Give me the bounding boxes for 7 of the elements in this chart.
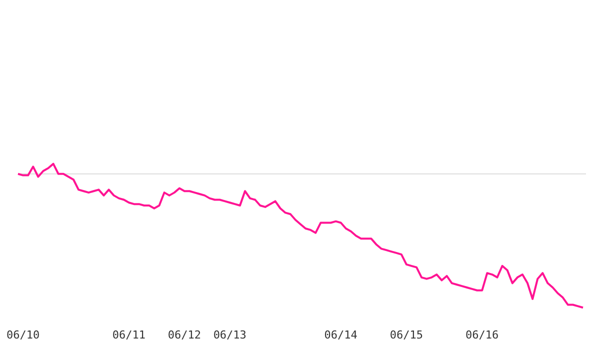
x-tick-label: 06/11	[112, 328, 146, 342]
x-tick-label: 06/13	[213, 328, 246, 342]
x-tick-label: 06/15	[390, 328, 423, 342]
x-tick-label: 06/16	[466, 328, 499, 342]
x-tick-label: 06/10	[6, 328, 40, 342]
x-tick-label: 06/14	[324, 328, 358, 342]
x-tick-label: 06/12	[168, 328, 202, 342]
